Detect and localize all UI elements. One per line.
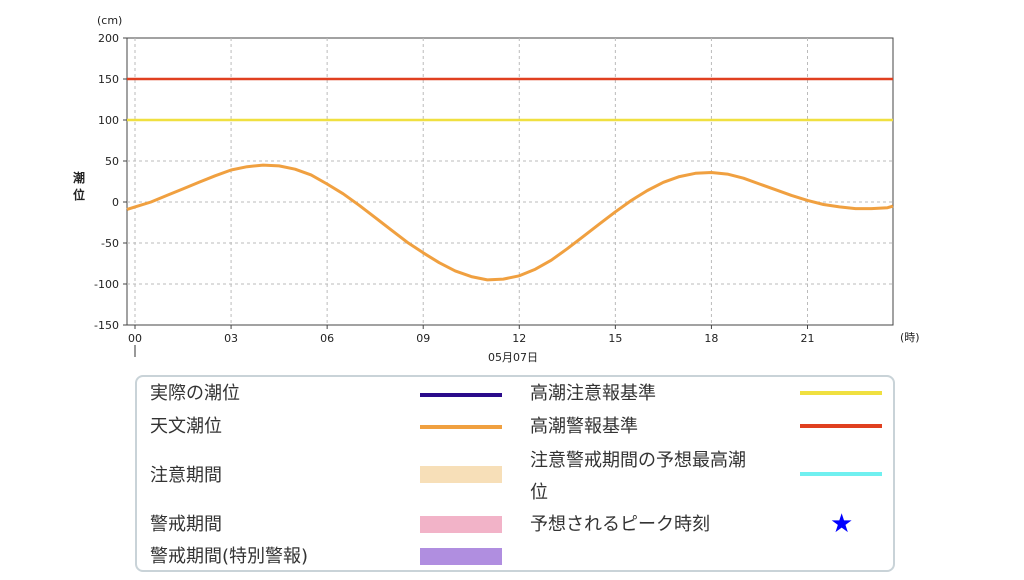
x-tick-label: 06 [320, 332, 334, 345]
legend-label-high-tide-warning: 高潮警報基準 [530, 416, 638, 437]
tide-chart: 200 150 100 50 0 -50 -100 -150 00 03 06 09 12 15 18 21… [73, 14, 920, 364]
legend: 実際の潮位 天文潮位 注意期間 警戒期間 警戒期間(特別警報) 高潮注意報基準 … [135, 375, 895, 572]
star-icon: ★ [830, 509, 854, 539]
y-tick-label: -150 [94, 319, 119, 332]
reference-lines [127, 77, 893, 122]
x-tick-labels: 00 03 06 09 12 15 18 21 [128, 325, 815, 345]
legend-swatch-astronomical-tide [420, 425, 502, 429]
y-tick-label: -50 [101, 237, 119, 250]
legend-label-predicted-max-line2: 位 [530, 482, 548, 503]
legend-swatch-warning-period [420, 516, 502, 533]
legend-label-astronomical-tide: 天文潮位 [150, 416, 222, 437]
x-tick-label: 21 [801, 332, 815, 345]
legend-label-predicted-max-line1: 注意警戒期間の予想最高潮 [530, 450, 746, 471]
legend-swatch-high-tide-advisory [800, 391, 882, 395]
x-tick-label: 03 [224, 332, 238, 345]
legend-swatch-high-tide-warning [800, 424, 882, 428]
y-unit-label: (cm) [97, 14, 122, 27]
legend-label-actual-tide: 実際の潮位 [150, 383, 240, 404]
series-layer [126, 163, 894, 282]
x-tick-label: 09 [416, 332, 430, 345]
y-tick-label: 50 [105, 155, 119, 168]
y-axis-title-line1: 潮 [73, 170, 85, 185]
x-tick-label: 12 [512, 332, 526, 345]
legend-label-peak-time: 予想されるピーク時刻 [530, 514, 710, 535]
x-tick-label: 00 [128, 332, 142, 345]
x-tick-label: 18 [704, 332, 718, 345]
y-tick-label: 100 [98, 114, 119, 127]
legend-label-high-tide-advisory: 高潮注意報基準 [530, 383, 656, 404]
y-tick-labels: 200 150 100 50 0 -50 -100 -150 [94, 32, 127, 332]
plot-area [126, 37, 894, 326]
legend-label-caution-period: 注意期間 [150, 465, 222, 486]
y-tick-label: 0 [112, 196, 119, 209]
legend-label-special-warning-period: 警戒期間(特別警報) [150, 546, 309, 567]
legend-swatch-predicted-max [800, 472, 882, 476]
legend-label-warning-period: 警戒期間 [150, 514, 222, 535]
y-axis-title-line2: 位 [73, 187, 85, 202]
legend-swatch-actual-tide [420, 393, 502, 397]
y-tick-label: -100 [94, 278, 119, 291]
x-tick-label: 15 [608, 332, 622, 345]
series-line-astronomical-tide [126, 163, 894, 282]
date-label: 05月07日 [488, 351, 538, 364]
y-tick-label: 200 [98, 32, 119, 45]
legend-swatch-special-warning-period [420, 548, 502, 565]
legend-swatch-caution-period [420, 466, 502, 483]
x-unit-label: (時) [900, 331, 920, 344]
y-tick-label: 150 [98, 73, 119, 86]
